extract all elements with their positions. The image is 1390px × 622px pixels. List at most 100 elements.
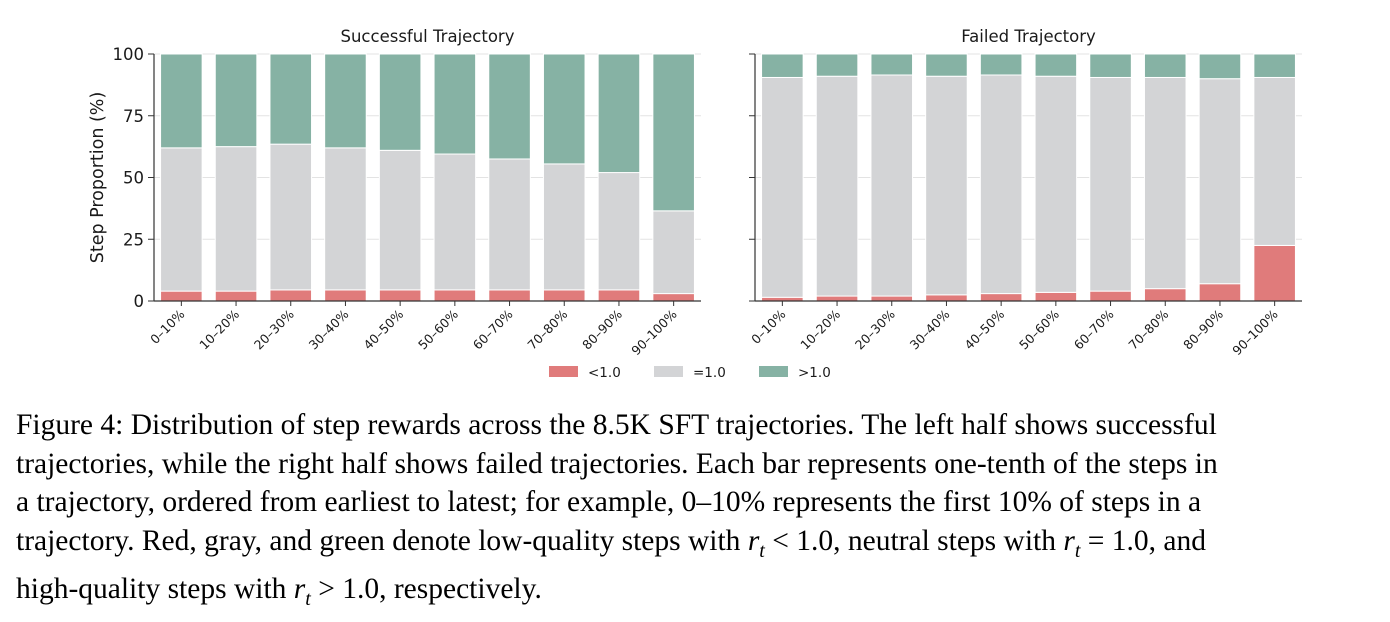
failed-trajectory-panel: 0–10% 10–20% 20–30% 30–40% 40–50% 50–60% 60–70… (748, 27, 1302, 358)
bar-segment-lt-50-60 (433, 289, 477, 302)
bar-segment-lt-20-30 (269, 289, 313, 302)
math-r: r (747, 524, 760, 557)
bar-segment-gt-0-10 (761, 53, 804, 78)
math-sub-t: t (759, 539, 765, 562)
figure-caption: Figure 4: Distribution of step rewards a… (16, 406, 1376, 618)
bar-segment-eq-40-50 (378, 149, 422, 291)
x-tick-label: 60–70% (1071, 306, 1117, 352)
x-tick-label: 80–90% (579, 306, 625, 352)
bar-segment-gt-10-20 (815, 53, 859, 77)
bar-segment-gt-90-100 (1253, 53, 1296, 78)
caption-text: , respectively. (379, 572, 542, 605)
bar-segment-gt-60-70 (488, 53, 531, 160)
legend-swatch-1 (654, 366, 683, 377)
bar-segment-eq-20-30 (269, 143, 313, 291)
caption-text: high-quality steps with (16, 572, 294, 605)
caption-line-1: Figure 4: Distribution of step rewards a… (16, 409, 1217, 441)
x-tick-label: 70–80% (1125, 306, 1171, 352)
bar-segment-lt-70-80 (542, 289, 586, 302)
bar-segment-gt-80-90 (597, 53, 641, 174)
math-lt: < 1.0 (764, 524, 834, 557)
bar-segment-lt-40-50 (378, 289, 422, 302)
caption-text: trajectory. Red, gray, and green denote … (16, 524, 748, 557)
x-tick-label: 20–30% (852, 306, 898, 352)
bar-segment-lt-60-70 (488, 289, 531, 302)
bar-segment-eq-0-10 (761, 76, 804, 298)
y-tick-label: 25 (123, 230, 144, 249)
x-tick-label: 60–70% (470, 306, 516, 352)
bar-segment-lt-0-10 (160, 290, 203, 302)
math-r: r (1063, 524, 1075, 557)
bar-segment-gt-40-50 (378, 53, 422, 151)
successful-trajectory-panel: 0–10% 10–20% 20–30% 30–40% 40–50% 50–60% 60–70… (88, 27, 701, 358)
x-tick-label: 10–20% (196, 306, 242, 352)
x-tick-label: 70–80% (524, 306, 570, 352)
bar-segment-eq-90-100 (1253, 76, 1296, 246)
bar-segment-lt-80-90 (597, 289, 641, 302)
bar-segment-gt-20-30 (870, 53, 914, 76)
x-tick-label: 40–50% (961, 306, 1007, 352)
bar-segment-gt-70-80 (1143, 53, 1187, 78)
bar-segment-lt-40-50 (979, 293, 1023, 302)
bar-segment-gt-30-40 (324, 53, 367, 149)
bar-segment-lt-30-40 (324, 289, 367, 302)
y-axis-label: Step Proportion (%) (88, 92, 108, 264)
bar-segment-gt-60-70 (1089, 53, 1132, 78)
caption-line-3: a trajectory, ordered from earliest to l… (16, 486, 1202, 518)
bar-segment-eq-50-60 (433, 153, 477, 291)
math-r: r (293, 572, 306, 605)
bar-segment-lt-70-80 (1143, 288, 1187, 302)
y-tick-label: 50 (123, 169, 144, 188)
bar-segment-eq-30-40 (324, 147, 367, 291)
bar-segment-eq-80-90 (1198, 78, 1242, 285)
x-tick-label: 20–30% (251, 306, 297, 352)
x-tick-label: 80–90% (1180, 306, 1226, 352)
bar-segment-gt-0-10 (160, 53, 203, 149)
math-sub-t: t (305, 587, 311, 610)
bar-segment-lt-90-100 (652, 293, 695, 302)
x-tick-label: 90–100% (628, 306, 680, 358)
caption-text: , and (1148, 524, 1207, 557)
math-gt: > 1.0 (310, 572, 380, 605)
y-tick-label: 0 (134, 292, 145, 311)
bar-segment-lt-10-20 (214, 290, 258, 302)
x-tick-label: 30–40% (907, 306, 953, 352)
panel-title: Successful Trajectory (341, 27, 515, 46)
bar-segment-gt-70-80 (542, 53, 586, 165)
figure-chart: 0–10% 10–20% 20–30% 30–40% 40–50% 50–60% 60–70… (88, 27, 1302, 381)
math-sub-t: t (1074, 539, 1081, 562)
legend-swatch-2 (759, 366, 788, 377)
y-tick-label: 75 (123, 107, 144, 126)
x-tick-label: 50–60% (415, 306, 461, 352)
bar-segment-lt-50-60 (1034, 291, 1078, 302)
bar-segment-lt-10-20 (815, 295, 859, 302)
bar-segment-eq-40-50 (979, 74, 1023, 295)
bar-segment-gt-20-30 (269, 53, 313, 145)
bar-segment-gt-40-50 (979, 53, 1023, 76)
bar-segment-gt-10-20 (214, 53, 258, 148)
bar-segment-eq-20-30 (870, 74, 914, 297)
bar-segment-gt-30-40 (925, 53, 968, 77)
bar-segment-eq-50-60 (1034, 75, 1078, 293)
legend-swatch-0 (549, 366, 578, 377)
bar-segment-gt-50-60 (1034, 53, 1078, 77)
legend-label-1: =1.0 (693, 365, 726, 381)
bar-segment-lt-60-70 (1089, 290, 1132, 302)
bar-segment-lt-80-90 (1198, 283, 1242, 302)
legend: <1.0 =1.0 >1.0 (549, 365, 831, 381)
bar-segment-gt-90-100 (652, 53, 695, 212)
x-tick-label: 0–10% (748, 306, 788, 346)
bar-segment-eq-30-40 (925, 75, 968, 296)
bar-segment-gt-50-60 (433, 53, 477, 155)
caption-text: , neutral steps with (833, 524, 1064, 557)
caption-line-2: trajectories, while the right half shows… (16, 447, 1218, 480)
x-tick-label: 40–50% (360, 306, 406, 352)
caption-line-4: trajectory. Red, gray, and green denote … (16, 522, 1376, 570)
bar-segment-eq-10-20 (815, 75, 859, 297)
bar-segment-lt-90-100 (1253, 244, 1296, 302)
bar-segment-gt-80-90 (1198, 53, 1242, 80)
bar-segment-eq-70-80 (1143, 76, 1187, 290)
legend-label-0: <1.0 (588, 365, 621, 381)
x-tick-label: 30–40% (306, 306, 352, 352)
bar-segment-eq-60-70 (1089, 76, 1132, 292)
